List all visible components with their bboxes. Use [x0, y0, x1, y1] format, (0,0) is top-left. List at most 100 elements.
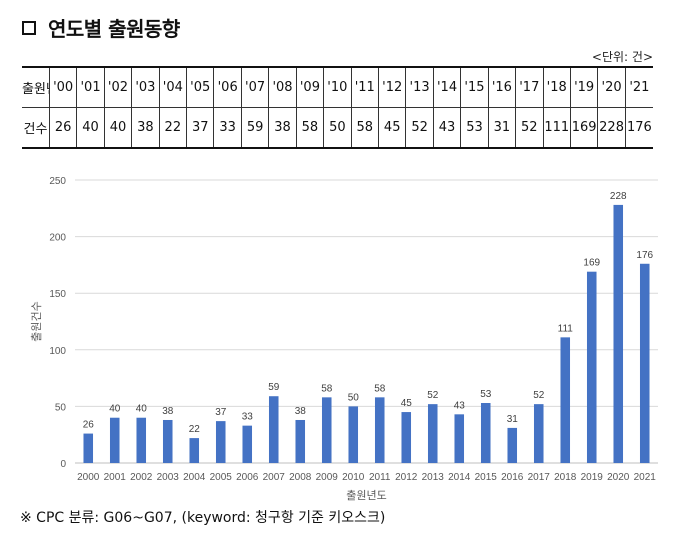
bar-chart: 0501001502002502620004020014020023820032…: [30, 176, 658, 502]
table-row-years: 출원년 '00'01'02'03'04'05'06'07'08'09'10'11…: [22, 67, 653, 108]
table-cell-count: 50: [323, 107, 352, 148]
x-tick-label: 2014: [448, 472, 471, 483]
table-cell-count: 53: [460, 107, 489, 148]
data-label: 45: [401, 398, 413, 409]
checkbox-square-icon: [22, 20, 36, 35]
x-tick-label: 2010: [342, 472, 365, 483]
bar: [321, 397, 332, 463]
table-cell-year: '04: [158, 67, 188, 108]
bar: [454, 414, 465, 463]
data-label: 40: [109, 404, 121, 415]
bar: [507, 427, 518, 463]
table-cell-count: 59: [240, 107, 270, 148]
table-cell-count: 45: [377, 107, 407, 148]
bar: [374, 397, 385, 463]
x-tick-label: 2004: [183, 472, 206, 483]
bar: [586, 271, 597, 463]
table-cell-year: '08: [268, 67, 297, 108]
x-tick-label: 2015: [475, 472, 498, 483]
table-row-counts: 건수 26 40 40 38 22 37 33 59 38 58 50 58 45 52 43 53 31 52 1…: [22, 107, 653, 148]
x-tick-label: 2016: [501, 472, 524, 483]
data-label: 33: [242, 412, 254, 423]
table-cell-year: '19: [569, 67, 599, 108]
bar: [480, 403, 491, 463]
x-tick-label: 2013: [422, 472, 445, 483]
table-cell-year: '15: [460, 67, 489, 108]
table-cell-count: 33: [213, 107, 242, 148]
x-tick-label: 2007: [263, 472, 286, 483]
table-cell-year: '21: [624, 67, 653, 108]
table-cell-count: 58: [295, 107, 325, 148]
table-cell-count: 31: [487, 107, 517, 148]
data-label: 52: [533, 390, 545, 401]
x-tick-label: 2012: [395, 472, 418, 483]
y-axis-title: 출원건수: [30, 301, 43, 341]
table-cell-year: '17: [515, 67, 544, 108]
data-label: 43: [454, 400, 466, 411]
page-title: 연도별 출원동향: [22, 13, 180, 42]
data-label: 52: [427, 390, 439, 401]
table-cell-year: '02: [103, 67, 133, 108]
x-tick-label: 2005: [210, 472, 233, 483]
y-tick-label: 0: [60, 459, 66, 470]
x-axis-title: 출원년도: [346, 489, 386, 502]
footnote: ※ CPC 분류: G06~G07, (keyword: 청구항 기준 키오스크…: [20, 510, 386, 526]
x-tick-label: 2001: [104, 472, 127, 483]
x-tick-label: 2003: [157, 472, 180, 483]
table-cell-year: '16: [487, 67, 517, 108]
x-tick-label: 2002: [130, 472, 153, 483]
table-cell-year: '00: [48, 67, 78, 108]
data-label: 111: [558, 323, 574, 334]
data-label: 228: [610, 191, 627, 202]
bar: [189, 438, 200, 463]
table-cell-year: '09: [295, 67, 325, 108]
table-cell-count: 111: [542, 107, 571, 148]
y-tick-label: 50: [55, 402, 67, 413]
x-tick-label: 2006: [236, 472, 259, 483]
bar: [268, 396, 279, 463]
y-tick-label: 100: [49, 346, 66, 357]
table-cell-count: 176: [624, 107, 653, 148]
table-cell-count: 43: [432, 107, 462, 148]
x-tick-label: 2019: [581, 472, 604, 483]
x-tick-label: 2021: [634, 472, 657, 483]
table-cell-year: '06: [213, 67, 242, 108]
title-text: 연도별 출원동향: [48, 17, 180, 41]
table-cell-count: 228: [597, 107, 626, 148]
data-label: 58: [374, 383, 386, 394]
row-label-counts: 건수: [22, 107, 50, 148]
bar: [295, 419, 306, 463]
table-cell-year: '11: [350, 67, 379, 108]
bar: [109, 417, 120, 463]
bar: [560, 337, 571, 463]
data-label: 38: [162, 406, 174, 417]
table-cell-year: '10: [323, 67, 352, 108]
data-label: 176: [636, 250, 653, 261]
bar: [613, 204, 624, 463]
unit-note: <단위: 건>: [591, 50, 653, 64]
data-label: 31: [507, 414, 519, 425]
table-cell-count: 169: [569, 107, 599, 148]
bar: [348, 406, 359, 463]
data-label: 59: [268, 382, 280, 393]
table-cell-count: 52: [405, 107, 434, 148]
table-cell-year: '07: [240, 67, 270, 108]
data-label: 37: [215, 407, 227, 418]
table-cell-count: 37: [186, 107, 215, 148]
table-cell-count: 26: [48, 107, 78, 148]
bar: [427, 404, 438, 463]
table-cell-count: 58: [350, 107, 379, 148]
table-cell-year: '01: [76, 67, 105, 108]
x-tick-label: 2017: [528, 472, 551, 483]
table-cell-year: '20: [597, 67, 626, 108]
bar: [242, 425, 253, 463]
bar: [215, 421, 226, 463]
x-tick-label: 2009: [316, 472, 339, 483]
table-cell-count: 52: [515, 107, 544, 148]
x-tick-label: 2018: [554, 472, 577, 483]
table-cell-count: 22: [158, 107, 188, 148]
data-label: 40: [136, 404, 148, 415]
y-tick-label: 200: [49, 233, 66, 244]
x-tick-label: 2011: [369, 472, 391, 483]
bar: [83, 433, 94, 463]
